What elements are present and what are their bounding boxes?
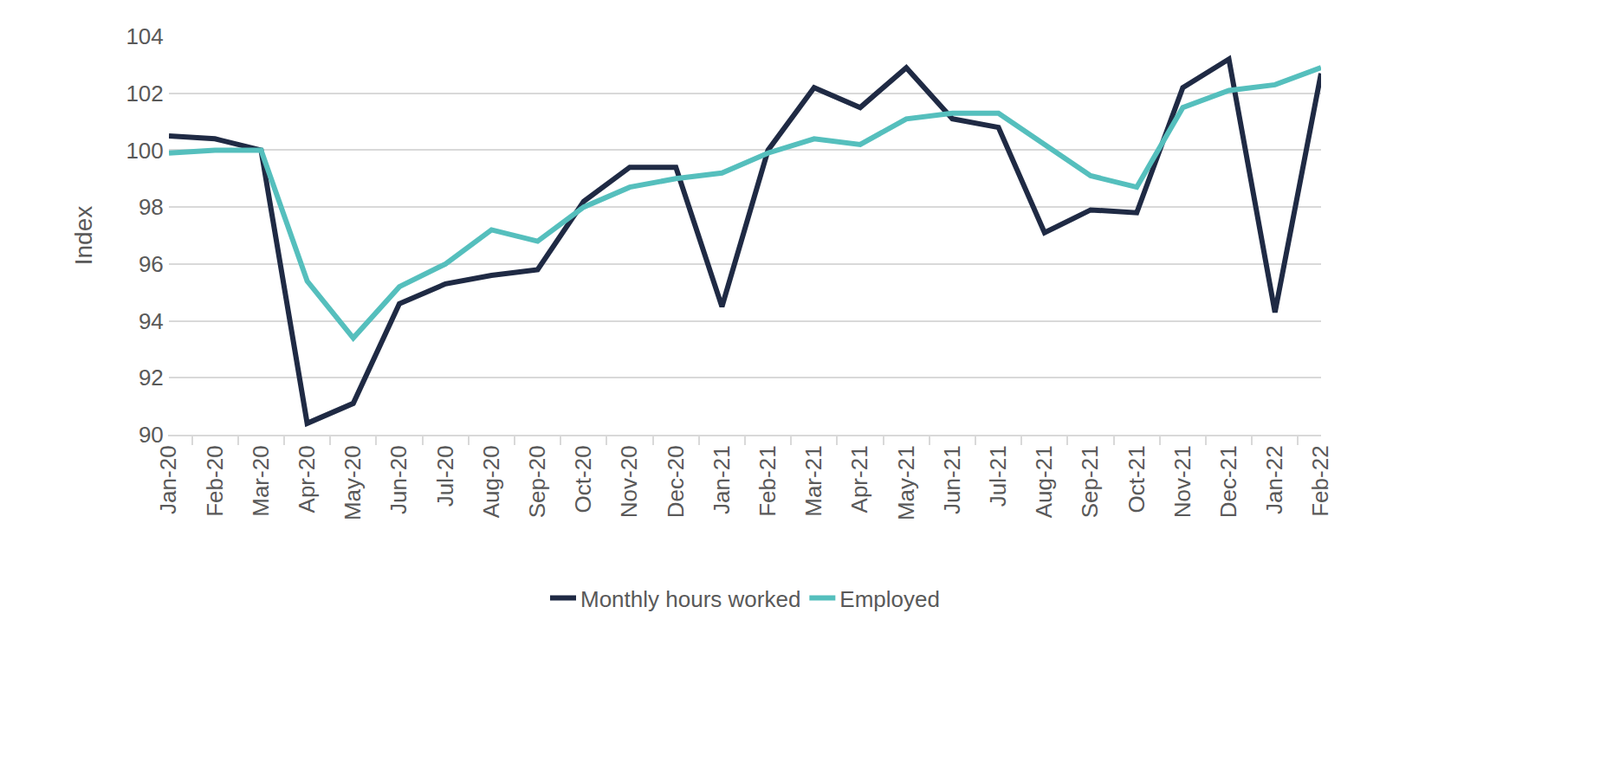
svg-text:94: 94 xyxy=(138,308,164,335)
svg-text:Index: Index xyxy=(70,206,98,266)
svg-text:Sep-20: Sep-20 xyxy=(524,445,551,519)
svg-text:Jul-20: Jul-20 xyxy=(432,445,459,507)
svg-text:Dec-20: Dec-20 xyxy=(662,445,689,519)
svg-text:98: 98 xyxy=(138,194,164,221)
svg-text:Jun-20: Jun-20 xyxy=(385,445,412,515)
svg-text:90: 90 xyxy=(138,421,164,448)
svg-text:Aug-20: Aug-20 xyxy=(478,445,505,519)
svg-text:Oct-20: Oct-20 xyxy=(570,445,596,513)
svg-text:Nov-21: Nov-21 xyxy=(1169,445,1196,519)
svg-text:Feb-20: Feb-20 xyxy=(201,445,228,517)
svg-text:100: 100 xyxy=(125,137,163,164)
svg-text:96: 96 xyxy=(138,251,164,278)
svg-text:Jan-20: Jan-20 xyxy=(155,445,182,515)
svg-text:Aug-21: Aug-21 xyxy=(1030,445,1057,519)
svg-text:Monthly hours worked: Monthly hours worked xyxy=(580,586,801,613)
svg-text:Employed: Employed xyxy=(839,586,940,613)
svg-text:Apr-20: Apr-20 xyxy=(293,445,320,513)
svg-text:Sep-21: Sep-21 xyxy=(1076,445,1103,519)
svg-text:Jun-21: Jun-21 xyxy=(939,445,966,515)
svg-text:May-20: May-20 xyxy=(339,445,366,521)
svg-text:Feb-21: Feb-21 xyxy=(754,445,781,517)
svg-text:Oct-21: Oct-21 xyxy=(1123,445,1150,513)
svg-text:Dec-21: Dec-21 xyxy=(1215,445,1242,519)
svg-text:102: 102 xyxy=(125,80,163,107)
svg-text:Mar-20: Mar-20 xyxy=(247,445,274,517)
svg-text:Jan-22: Jan-22 xyxy=(1261,445,1288,515)
svg-text:Jan-21: Jan-21 xyxy=(708,445,735,515)
svg-text:May-21: May-21 xyxy=(893,445,920,521)
svg-text:Apr-21: Apr-21 xyxy=(846,445,873,513)
svg-text:Feb-22: Feb-22 xyxy=(1307,445,1334,517)
svg-text:Nov-20: Nov-20 xyxy=(615,445,642,519)
svg-text:Jul-21: Jul-21 xyxy=(984,445,1011,507)
svg-text:104: 104 xyxy=(125,23,163,50)
svg-text:92: 92 xyxy=(138,364,164,391)
svg-text:Mar-21: Mar-21 xyxy=(800,445,827,517)
